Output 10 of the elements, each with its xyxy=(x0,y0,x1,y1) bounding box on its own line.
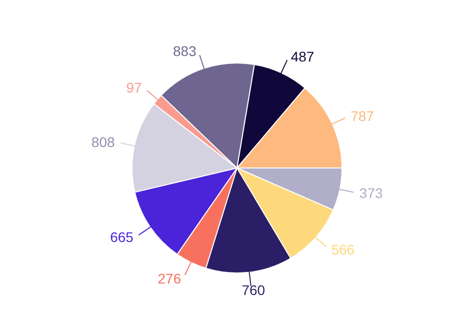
data-label: 276 xyxy=(158,270,182,286)
data-label: 487 xyxy=(290,48,314,64)
data-label: 665 xyxy=(110,229,134,246)
data-label: 566 xyxy=(331,241,355,258)
data-label: 760 xyxy=(242,282,266,298)
data-label: 97 xyxy=(126,80,142,96)
data-label: 883 xyxy=(173,43,197,60)
data-label: 808 xyxy=(91,134,115,150)
data-label: 787 xyxy=(350,108,374,124)
data-label: 373 xyxy=(359,185,383,201)
